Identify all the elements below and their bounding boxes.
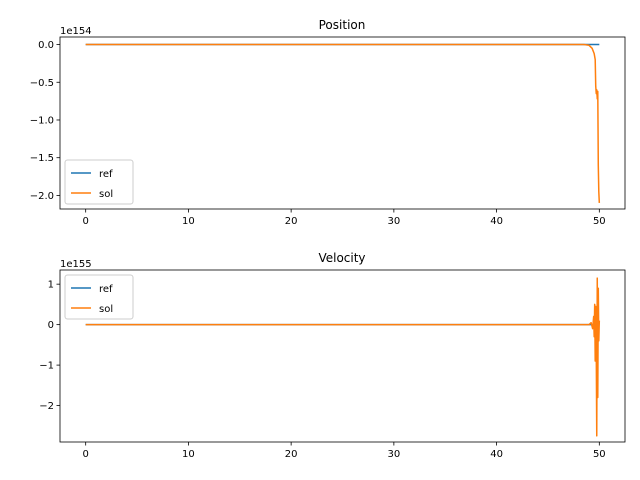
x-tick-label-position: 20 — [285, 216, 298, 227]
y-tick-label-velocity: −2 — [39, 401, 54, 412]
legend-position: ref sol — [64, 159, 134, 205]
axes-frame-velocity — [59, 269, 626, 443]
x-tick-label-position: 10 — [182, 216, 195, 227]
x-tick-label-velocity: 20 — [285, 449, 298, 460]
x-tick-label-velocity: 0 — [82, 449, 88, 460]
y-tick-label-position: −2.0 — [30, 191, 54, 202]
legend-velocity: ref sol — [64, 274, 134, 320]
legend-label-sol-velocity: sol — [99, 304, 113, 315]
chart-title-velocity: Velocity — [318, 251, 365, 265]
x-tick-label-velocity: 50 — [593, 449, 606, 460]
legend-label-ref-position: ref — [99, 169, 113, 180]
x-tick-label-position: 30 — [387, 216, 400, 227]
y-tick-label-position: 0.0 — [38, 40, 54, 51]
y-tick-label-position: −0.5 — [30, 78, 54, 89]
y-tick-label-velocity: 1 — [48, 280, 54, 291]
x-tick-label-velocity: 30 — [387, 449, 400, 460]
y-offset-label-position: 1e154 — [60, 26, 92, 37]
series-line-sol-position — [85, 43, 601, 203]
plot-area-position: 0 10 20 30 40 50 0.0 −0.5 −1.0 −1.5 −2.0 ref sol — [30, 36, 626, 227]
subplot-position: Position 1e154 0 10 20 30 40 50 0.0 −0.5 −1.0 −1.… — [30, 18, 626, 227]
y-offset-label-velocity: 1e155 — [60, 259, 92, 270]
y-tick-label-velocity: 0 — [48, 320, 54, 331]
x-tick-label-velocity: 40 — [490, 449, 503, 460]
axes-frame-position — [59, 36, 626, 210]
y-tick-label-position: −1.5 — [30, 153, 54, 164]
series-line-sol-velocity — [85, 277, 601, 437]
x-tick-label-position: 40 — [490, 216, 503, 227]
x-tick-label-velocity: 10 — [182, 449, 195, 460]
chart-title-position: Position — [319, 18, 366, 32]
y-tick-label-velocity: −1 — [39, 361, 54, 372]
x-tick-label-position: 0 — [82, 216, 88, 227]
x-tick-label-position: 50 — [593, 216, 606, 227]
y-tick-label-position: −1.0 — [30, 115, 54, 126]
legend-label-ref-velocity: ref — [99, 284, 113, 295]
legend-label-sol-position: sol — [99, 189, 113, 200]
